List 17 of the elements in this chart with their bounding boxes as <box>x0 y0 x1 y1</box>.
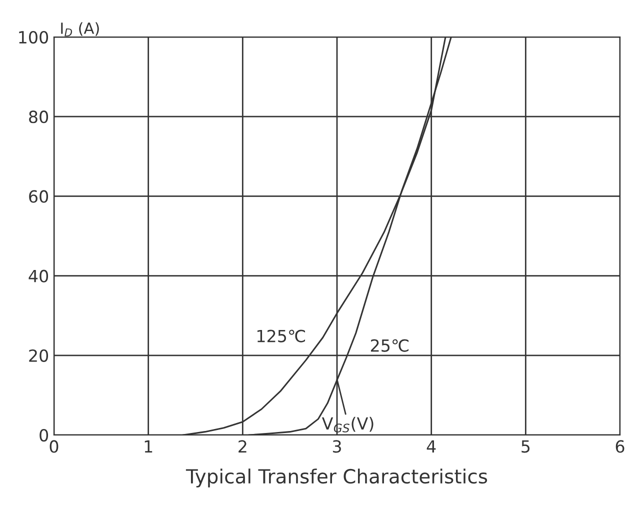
x-tick-label: 2 <box>238 440 246 453</box>
series-label: 25℃ <box>370 339 409 352</box>
x-tick-label: 6 <box>616 440 624 453</box>
text: Typical Transfer Characteristics <box>186 468 488 488</box>
y-tick-label: 60 <box>29 190 48 203</box>
series-label: 125℃ <box>257 330 306 342</box>
x-tick-label: 3 <box>332 440 341 453</box>
x-tick-label: 1 <box>144 440 152 453</box>
y-axis-title: I$_{D}$ (A) <box>61 22 99 36</box>
y-tick-label: 100 <box>19 30 48 44</box>
y-tick-label: 80 <box>29 110 48 124</box>
x-tick-label: 5 <box>522 440 530 453</box>
y-tick-label: 40 <box>28 270 48 282</box>
y-tick-label: 20 <box>29 349 48 362</box>
x-tick-label: 4 <box>426 440 436 453</box>
y-tick-label: 0 <box>40 428 48 442</box>
x-tick-label: 0 <box>50 440 58 453</box>
